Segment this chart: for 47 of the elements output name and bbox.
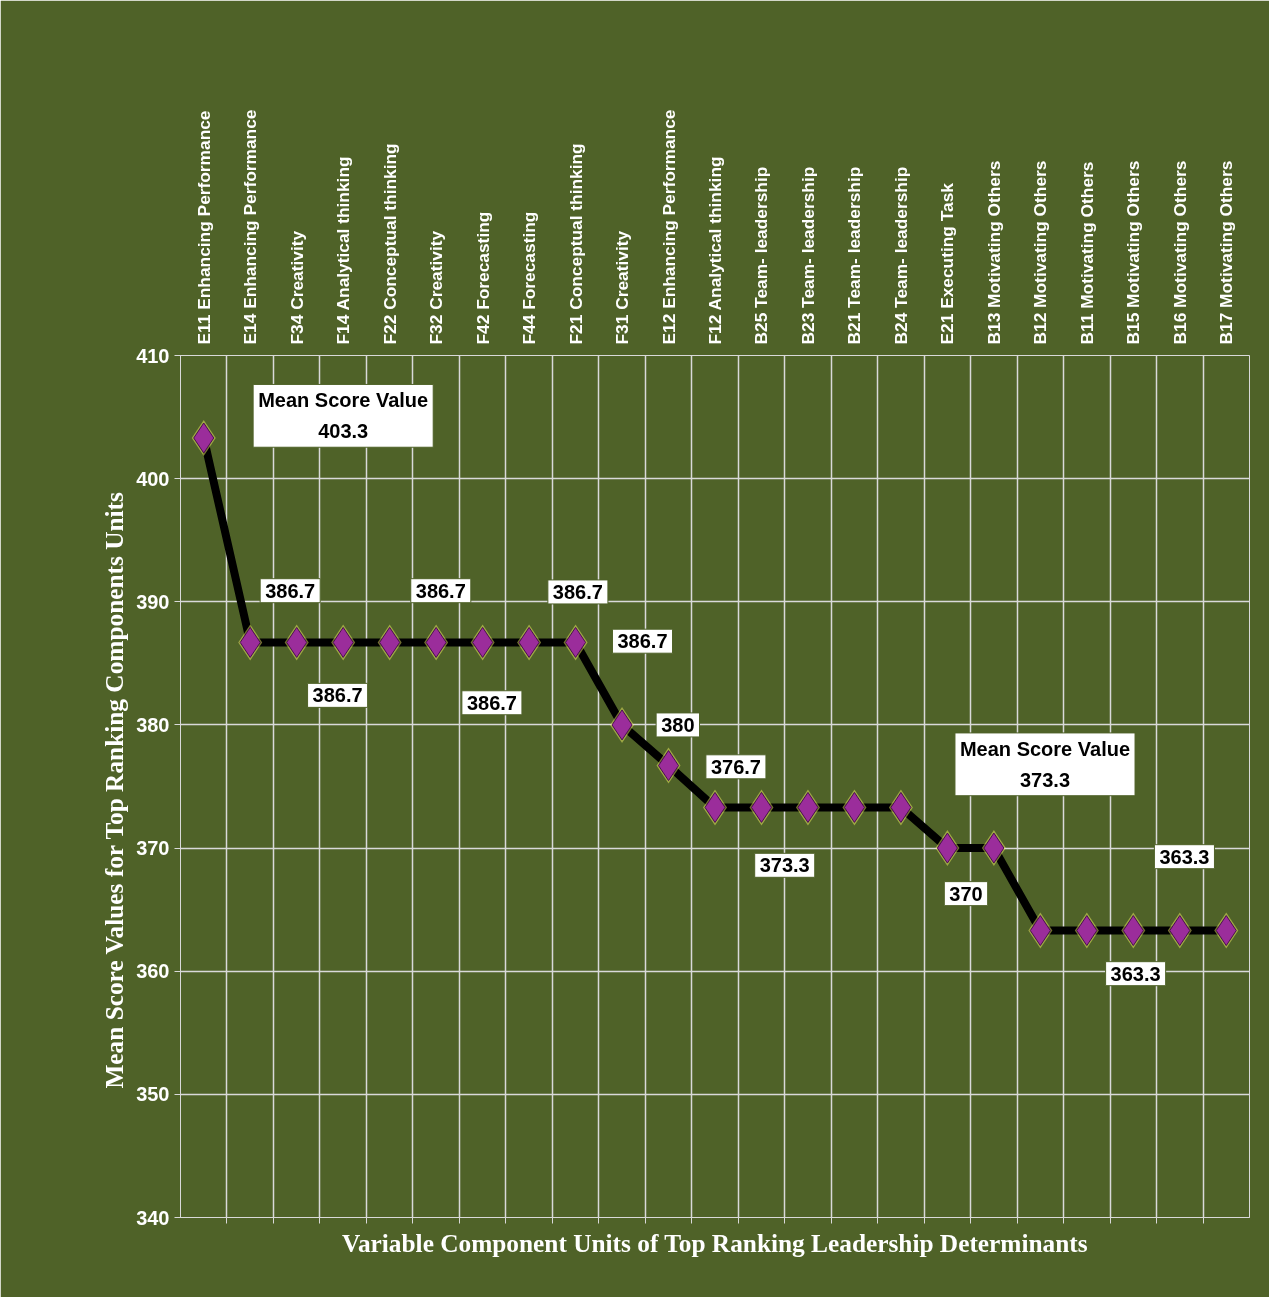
y-tick-label: 390	[136, 590, 170, 613]
x-tick-label: E12 Enhancing Performance	[658, 109, 679, 345]
x-tick-label: B21 Team- leadership	[844, 166, 865, 345]
x-tick-label: B12 Motivating Others	[1030, 160, 1051, 345]
x-tick-label: F34 Creativity	[286, 230, 307, 345]
x-tick-label: E11 Enhancing Performance	[193, 110, 214, 345]
annotation: 370	[949, 882, 983, 905]
annotation: 386.7	[552, 580, 603, 603]
x-tick-label: B13 Motivating Others	[983, 160, 1004, 345]
x-axis-title: Variable Component Units of Top Ranking Leadership Determinants	[341, 1228, 1088, 1257]
x-tick-label: B15 Motivating Others	[1123, 160, 1144, 345]
x-tick-label: B25 Team- leadership	[751, 166, 772, 345]
x-tick-label: B16 Motivating Others	[1169, 160, 1190, 345]
y-tick-label: 370	[136, 837, 170, 860]
x-tick-label: F31 Creativity	[612, 230, 633, 345]
x-tick-label: E14 Enhancing Performance	[240, 109, 261, 345]
x-tick-label: F32 Creativity	[426, 230, 447, 345]
annotation: Mean Score Value 373.3	[959, 737, 1131, 791]
x-tick-label: F14 Analytical thinking	[333, 156, 354, 345]
annotation: 386.7	[466, 691, 517, 714]
x-tick-label: F44 Forecasting	[519, 211, 540, 345]
annotation: 386.7	[617, 630, 668, 653]
annotation: 386.7	[265, 579, 316, 602]
y-tick-label: 400	[136, 467, 170, 490]
annotation: 380	[661, 713, 695, 736]
x-tick-label: B24 Team- leadership	[890, 166, 911, 345]
x-tick-label: F42 Forecasting	[472, 211, 493, 345]
x-tick-label: E21 Executing Task	[937, 182, 958, 345]
annotation: Mean Score Value 403.3	[258, 389, 429, 443]
y-tick-label: 410	[136, 344, 170, 367]
annotation: 376.7	[710, 755, 761, 778]
x-tick-label: F22 Conceptual thinking	[379, 143, 400, 345]
x-tick-label: B17 Motivating Others	[1216, 160, 1237, 345]
y-tick-label: 340	[136, 1206, 170, 1229]
x-tick-label: F12 Analytical thinking	[705, 156, 725, 345]
y-tick-label: 350	[136, 1083, 170, 1106]
y-axis-title: Mean Score Values for Top Ranking Components Units	[100, 491, 129, 1089]
y-tick-label: 380	[136, 713, 170, 736]
x-tick-label: B11 Motivating Others	[1076, 161, 1097, 345]
annotation: 386.7	[312, 684, 363, 707]
annotation: 373.3	[759, 854, 810, 877]
x-tick-label: B23 Team- leadership	[797, 166, 818, 345]
annotation: 363.3	[1110, 962, 1161, 985]
x-tick-label: F21 Conceptual thinking	[565, 143, 586, 345]
y-tick-label: 360	[136, 960, 170, 983]
annotation: 386.7	[415, 579, 466, 602]
annotation: 363.3	[1159, 845, 1210, 868]
